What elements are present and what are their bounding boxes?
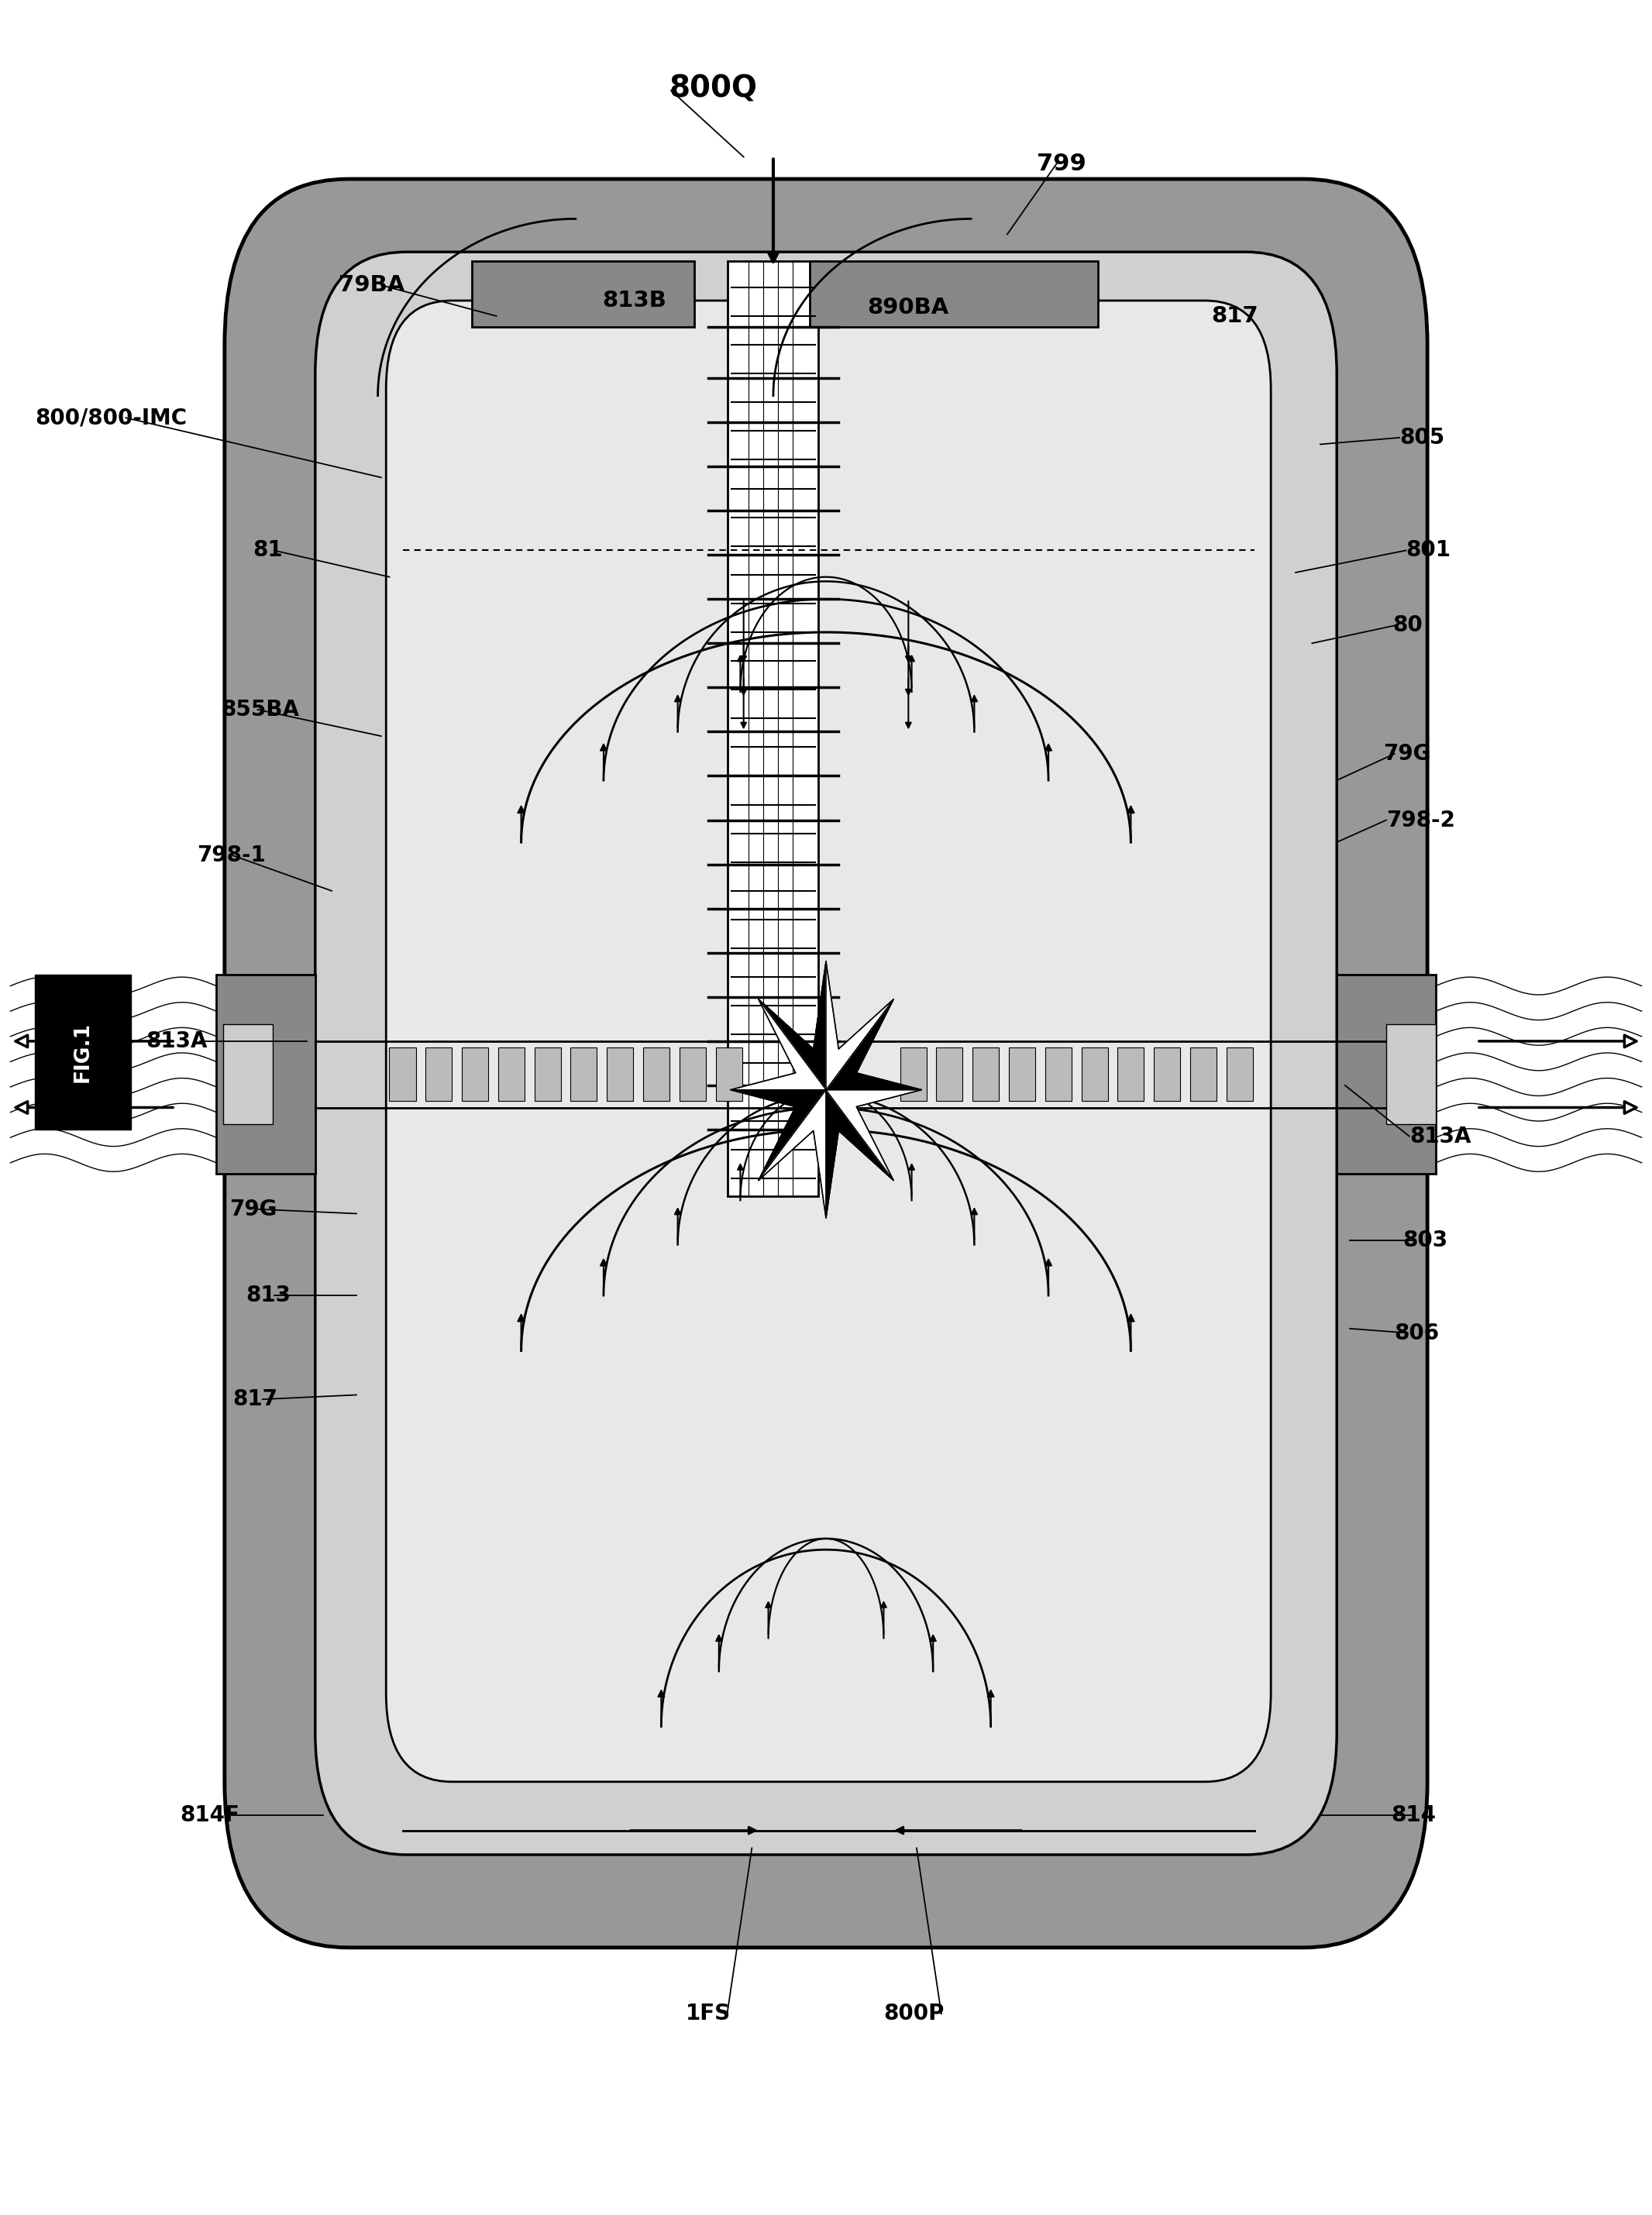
Text: 79G: 79G — [1383, 742, 1431, 764]
Text: 890BA: 890BA — [867, 297, 948, 319]
Polygon shape — [758, 961, 826, 1090]
Bar — [900, 1048, 927, 1101]
FancyBboxPatch shape — [316, 253, 1336, 1854]
Bar — [715, 1048, 742, 1101]
Text: 814F: 814F — [180, 1803, 240, 1825]
Bar — [223, 1026, 273, 1123]
Bar — [570, 1048, 596, 1101]
Bar — [1009, 1048, 1036, 1101]
Text: 813B: 813B — [601, 290, 666, 312]
Text: 80: 80 — [1393, 616, 1422, 636]
Text: 855BA: 855BA — [221, 698, 299, 720]
Bar — [463, 1048, 489, 1101]
Bar — [643, 1048, 669, 1101]
Text: 813A: 813A — [1409, 1125, 1470, 1147]
Bar — [1046, 1048, 1072, 1101]
Bar — [1153, 1048, 1180, 1101]
Polygon shape — [826, 1090, 894, 1218]
Text: 800Q: 800Q — [669, 73, 758, 104]
Bar — [679, 1048, 705, 1101]
Bar — [1082, 1048, 1108, 1101]
Bar — [499, 1048, 524, 1101]
Bar — [390, 1048, 416, 1101]
Bar — [426, 1048, 453, 1101]
Polygon shape — [730, 999, 826, 1090]
Text: 803: 803 — [1403, 1229, 1447, 1251]
Polygon shape — [826, 961, 894, 1090]
Text: 798-1: 798-1 — [197, 844, 266, 866]
Bar — [729, 261, 819, 1196]
Polygon shape — [826, 1090, 922, 1181]
FancyBboxPatch shape — [387, 301, 1270, 1781]
Text: 814: 814 — [1391, 1803, 1436, 1825]
Bar — [216, 975, 316, 1174]
Bar — [973, 1048, 999, 1101]
Bar — [1226, 1048, 1252, 1101]
Bar — [1118, 1048, 1143, 1101]
Bar — [1336, 975, 1436, 1174]
Text: 79G: 79G — [230, 1198, 278, 1220]
Text: 799: 799 — [1037, 153, 1087, 175]
Bar — [35, 975, 131, 1130]
Text: 817: 817 — [1211, 306, 1259, 328]
Text: 798-2: 798-2 — [1386, 808, 1455, 831]
Text: 800/800-IMC: 800/800-IMC — [35, 408, 187, 430]
Bar — [606, 1048, 633, 1101]
Text: 806: 806 — [1394, 1322, 1439, 1345]
Bar — [534, 1048, 560, 1101]
Text: 79BA: 79BA — [339, 275, 405, 297]
Text: 1FS: 1FS — [686, 2002, 730, 2025]
Bar — [937, 1048, 963, 1101]
Text: FIG.1: FIG.1 — [73, 1021, 93, 1083]
Bar — [472, 261, 694, 328]
Bar — [1189, 1048, 1216, 1101]
Bar — [809, 261, 1099, 328]
Text: 81: 81 — [253, 540, 282, 560]
FancyBboxPatch shape — [225, 179, 1427, 1947]
Text: 813A: 813A — [145, 1030, 206, 1052]
Bar — [1386, 1026, 1436, 1123]
Polygon shape — [730, 1090, 826, 1181]
Text: 813: 813 — [246, 1285, 291, 1307]
Text: 817: 817 — [233, 1389, 278, 1411]
Text: 800P: 800P — [884, 2002, 945, 2025]
Text: 805: 805 — [1399, 427, 1444, 447]
Polygon shape — [758, 1090, 826, 1218]
Polygon shape — [826, 999, 922, 1090]
Text: 801: 801 — [1406, 540, 1450, 560]
